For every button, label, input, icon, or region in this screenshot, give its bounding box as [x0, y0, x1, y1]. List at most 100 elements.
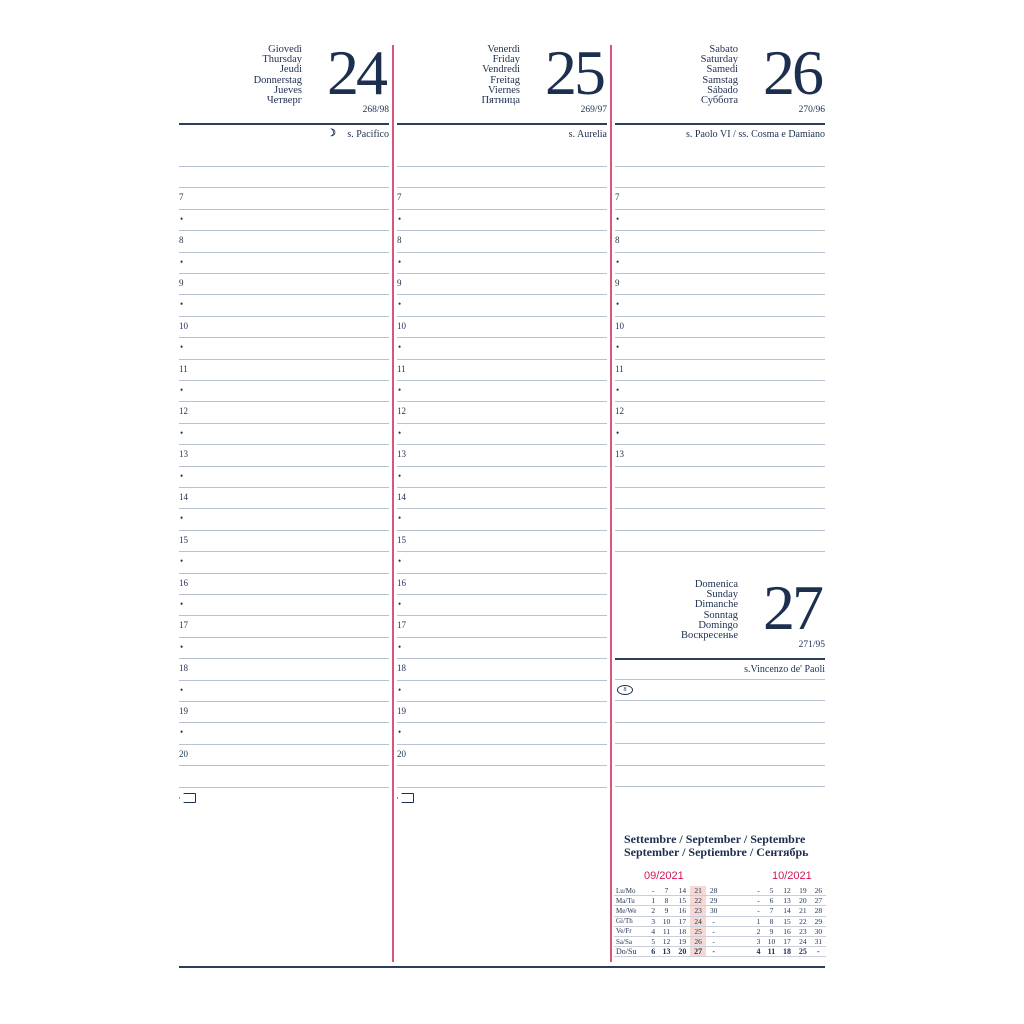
ruled-line: [397, 615, 607, 616]
weekday-label: Ve/Fr: [614, 926, 648, 937]
calendar-day: 16: [779, 926, 795, 937]
hour-label: 19: [397, 706, 406, 716]
ruled-line: [615, 294, 825, 295]
hour-label: 9: [179, 278, 184, 288]
calendar-day: 28: [706, 886, 722, 897]
ruled-line: [397, 230, 607, 231]
month-title: Settembre / September / Septembre Septem…: [624, 833, 809, 859]
half-hour-bullet: •: [398, 513, 402, 523]
hour-label: 20: [397, 749, 406, 759]
ruled-line: [179, 230, 389, 231]
half-hour-bullet: •: [616, 299, 620, 309]
saint-name: s. Aurelia: [568, 129, 607, 140]
ruled-line: [179, 530, 389, 531]
hour-label: 8: [615, 235, 620, 245]
day-name: Dimanche: [694, 599, 738, 611]
calendar-day: 3: [753, 936, 764, 948]
day-name: Viernes: [487, 84, 520, 96]
calendar-day: -: [753, 886, 764, 897]
spacer: [721, 946, 754, 958]
ruled-line: [615, 466, 825, 467]
ruled-line: [615, 209, 825, 210]
day-name: Saturday: [700, 54, 738, 66]
calendar-row: Lu/Mo -7 14 21 28-5 12 19 26: [614, 886, 826, 897]
day-name: Суббота: [700, 95, 738, 107]
day-name: Sonntag: [703, 609, 738, 621]
calendar-day: 12: [658, 936, 675, 948]
calendar-day: 11: [658, 926, 675, 937]
day-number: 26: [763, 37, 824, 108]
day-name: Friday: [492, 54, 520, 66]
ruled-line: [397, 744, 607, 745]
hour-label: 13: [615, 449, 624, 459]
half-hour-bullet: •: [180, 556, 184, 566]
spacer: [721, 886, 754, 897]
hour-label: 17: [397, 620, 406, 630]
ruled-line: [397, 551, 607, 552]
hour-label: 7: [397, 192, 402, 202]
ruled-line: [179, 637, 389, 638]
calendar-day: 21: [794, 905, 811, 917]
ruled-line: [179, 294, 389, 295]
weekday-label: Me/We: [614, 905, 648, 917]
calendar-row: Sa/Sa 5 12 19 26- 3 10 17 24 31: [614, 936, 826, 948]
ruled-line: [179, 466, 389, 467]
ruled-line: [615, 166, 825, 167]
header-rule: [615, 658, 825, 660]
half-hour-bullet: •: [180, 299, 184, 309]
spacer: [721, 926, 754, 937]
ruled-line: [615, 508, 825, 509]
half-hour-bullet: •: [398, 214, 402, 224]
hour-label: 16: [397, 578, 406, 588]
header-rule: [397, 123, 607, 125]
spacer: [721, 905, 754, 917]
ruled-line: [615, 423, 825, 424]
ruled-line: [179, 359, 389, 360]
half-hour-bullet: •: [180, 471, 184, 481]
half-hour-bullet: •: [398, 642, 402, 652]
ruled-line: [615, 722, 825, 723]
hour-label: 18: [397, 663, 406, 673]
half-hour-bullet: •: [398, 727, 402, 737]
weekday-label: Gi/Th: [614, 916, 648, 927]
ruled-line: [397, 294, 607, 295]
calendar-day: 1: [648, 895, 659, 907]
calendar-day: 22: [794, 916, 811, 927]
calendar-day: 20: [674, 946, 691, 958]
ruled-line: [397, 722, 607, 723]
ruled-line: [179, 787, 389, 788]
hour-label: 10: [397, 321, 406, 331]
ruled-line: [615, 273, 825, 274]
calendar-day: 24: [690, 916, 707, 927]
day-of-year: 270/96: [798, 105, 825, 115]
ruled-line: [179, 680, 389, 681]
half-hour-bullet: •: [398, 385, 402, 395]
half-hour-bullet: •: [616, 385, 620, 395]
spacer: [721, 936, 754, 948]
ruled-line: [179, 380, 389, 381]
calendar-day: 29: [810, 916, 826, 927]
calendar-day: 16: [674, 905, 691, 917]
calendar-day: 6: [763, 895, 780, 907]
calendar-day: -: [810, 946, 826, 958]
saint-name: s.Vincenzo de' Paoli: [744, 664, 825, 675]
calendar-day: 8: [763, 916, 780, 927]
ruled-line: [179, 337, 389, 338]
calendar-day: 12: [779, 886, 795, 897]
hour-label: 8: [397, 235, 402, 245]
day-name: Thursday: [262, 54, 302, 66]
day-number: 24: [327, 37, 388, 108]
half-hour-bullet: •: [398, 556, 402, 566]
ruled-line: [179, 252, 389, 253]
header-rule: [615, 123, 825, 125]
hour-label: 12: [615, 406, 624, 416]
ruled-line: [615, 743, 825, 744]
ruled-line: [397, 209, 607, 210]
ruled-line: [615, 252, 825, 253]
day-number: 25: [545, 37, 606, 108]
calendar-day: 30: [706, 905, 722, 917]
ruled-line: [397, 508, 607, 509]
day-name: Freitag: [490, 74, 520, 86]
half-hour-bullet: •: [398, 342, 402, 352]
ruled-line: [615, 187, 825, 188]
